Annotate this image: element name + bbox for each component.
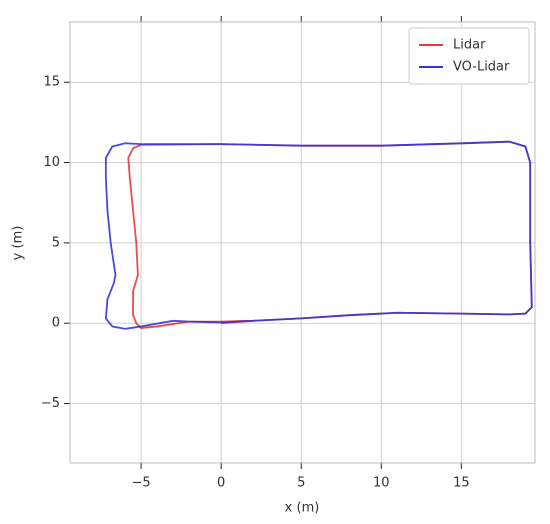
y-tick-label: 10 <box>43 155 60 170</box>
legend-label: VO-Lidar <box>453 60 510 75</box>
legend-box <box>408 27 530 85</box>
y-tick-label: −5 <box>41 396 60 411</box>
x-tick-label: 15 <box>453 476 470 491</box>
x-tick-label: 0 <box>217 476 225 491</box>
x-tick-label: 10 <box>373 476 390 491</box>
x-tick-label: 5 <box>297 476 305 491</box>
x-tick-label: −5 <box>132 476 151 491</box>
legend: Lidar VO-Lidar <box>408 27 530 85</box>
plot-frame <box>69 21 536 464</box>
trajectory <box>104 140 533 330</box>
trajectory <box>127 140 533 329</box>
legend-label: Lidar <box>453 38 486 53</box>
y-tick-label: 0 <box>52 316 60 331</box>
x-axis-label: x (m) <box>285 501 320 516</box>
y-axis-label: y (m) <box>11 226 26 261</box>
y-tick-label: 5 <box>52 235 60 250</box>
y-tick-label: 15 <box>43 75 60 90</box>
